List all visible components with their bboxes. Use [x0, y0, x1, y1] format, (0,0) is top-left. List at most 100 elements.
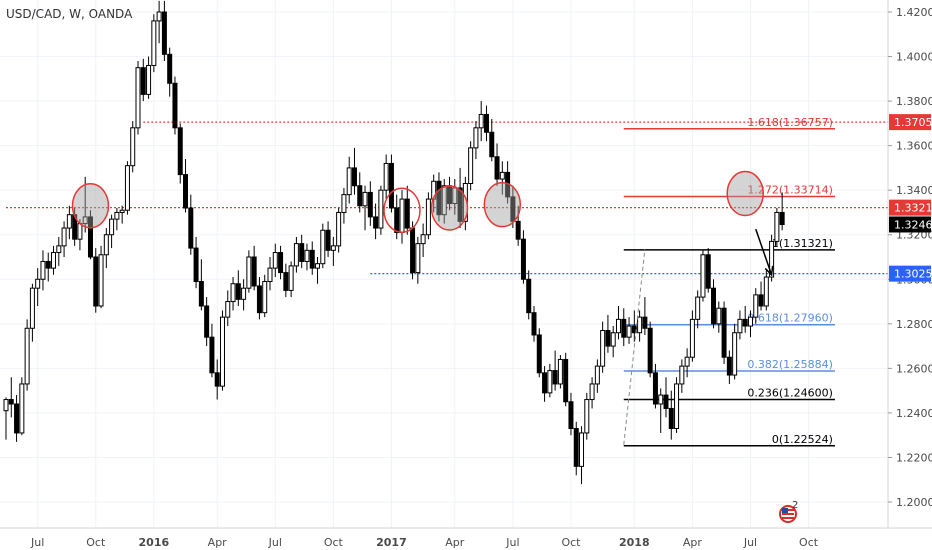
candle-body [668, 407, 674, 430]
fib-level-label: 1.272(1.33714) [747, 184, 833, 197]
time-axis[interactable]: Jul Oct 2016 Apr Jul Oct 2017 Apr Jul Oct 2018 Apr J… [30, 536, 819, 549]
candle-body [109, 218, 115, 236]
candle-body [114, 211, 120, 220]
highlight-ellipse[interactable] [383, 187, 421, 233]
candle-body [663, 394, 669, 409]
candle-body [732, 332, 738, 376]
candle-body [547, 370, 553, 394]
candle-body [726, 356, 732, 376]
candle-body [763, 276, 769, 307]
candle-body [536, 334, 542, 374]
candle-body [177, 127, 183, 176]
candle-body [637, 316, 643, 334]
highlight-ellipses[interactable] [71, 170, 764, 233]
symbol-title: USD/CAD, W, OANDA [6, 7, 133, 21]
candle-body [278, 252, 284, 274]
candle-body [394, 207, 400, 233]
candle-body [172, 82, 178, 129]
candle-body [146, 64, 152, 95]
candle-body [674, 383, 680, 430]
candle-body [14, 403, 20, 434]
candle-body [642, 316, 648, 329]
fib-level-label: 0.618(1.27960) [747, 312, 833, 325]
highlight-ellipse[interactable] [483, 181, 522, 228]
candle-body [119, 209, 125, 213]
candle-body [711, 287, 717, 325]
price-tick-label: 1.22000 [896, 451, 932, 464]
arrow-head[interactable] [764, 265, 774, 277]
price-badge [889, 216, 931, 233]
candle-body [769, 240, 775, 278]
candle-body [626, 325, 632, 338]
candle-body [93, 256, 99, 307]
horizontal-lines [6, 121, 888, 275]
candle-body [77, 223, 83, 240]
highlight-ellipse[interactable] [726, 170, 764, 217]
candle-body [373, 216, 379, 229]
candle-body [420, 234, 426, 245]
time-tick-label: 2016 [139, 536, 170, 549]
candle-body [425, 198, 431, 236]
candle-body [35, 278, 41, 289]
fib-level-label: 1(1.31321) [772, 237, 833, 250]
candle-body [774, 211, 780, 242]
candle-body [679, 365, 685, 385]
candle-body [56, 245, 62, 254]
annotations[interactable] [623, 228, 774, 445]
fib-trend-line[interactable] [623, 249, 646, 445]
time-tick-label: Jul [30, 536, 44, 549]
candle-body [457, 187, 463, 222]
us-flag-icon[interactable]: 2 [779, 500, 798, 523]
price-tick-label: 1.26000 [896, 362, 932, 375]
candle-body [130, 127, 136, 167]
candle-body [161, 11, 167, 55]
candle-body [452, 187, 458, 205]
time-tick-label: Oct [799, 536, 819, 549]
candle-body [742, 318, 748, 327]
candle-body [3, 399, 9, 412]
candle-body [124, 165, 130, 211]
highlight-ellipse[interactable] [71, 183, 110, 229]
candle-body [193, 247, 199, 283]
candle-body [689, 318, 695, 358]
candle-body [542, 372, 548, 394]
price-tick-label: 1.36000 [896, 140, 932, 153]
candle-body [615, 318, 621, 334]
fib-level-label: 0(1.22524) [772, 433, 833, 446]
candle-body [87, 216, 93, 258]
candle-body [399, 198, 405, 234]
fibonacci-levels[interactable]: 1.618(1.36757) 1.272(1.33714) 1(1.31321) 0.… [623, 116, 835, 447]
candle-body [51, 252, 57, 269]
candle-body [610, 332, 616, 347]
candle-body [346, 167, 352, 196]
candle-body [684, 356, 690, 367]
candle-body [288, 265, 294, 291]
candle-body [293, 243, 299, 267]
candle-body [515, 220, 521, 240]
candle-body [700, 254, 706, 298]
candle-body [573, 428, 579, 467]
candle-body [557, 358, 563, 385]
candle-body [204, 305, 210, 338]
candle-body [716, 307, 722, 325]
candle-body [404, 198, 410, 229]
candle-body [526, 278, 532, 314]
highlight-ellipse[interactable] [430, 185, 469, 231]
time-tick-label: Oct [86, 536, 106, 549]
candle-body [188, 207, 194, 249]
candle-body [151, 20, 157, 66]
arrow-shaft[interactable] [755, 228, 773, 276]
time-tick-label: 2018 [619, 536, 650, 549]
candle-body [24, 327, 30, 385]
candle-body [262, 281, 268, 314]
time-tick-label: Apr [208, 536, 228, 549]
time-tick-label: 2017 [376, 536, 407, 549]
candle-body [330, 245, 336, 251]
candle-body [441, 185, 447, 216]
candle-body [267, 267, 273, 282]
time-tick-label: Apr [445, 536, 465, 549]
candle-body [341, 194, 347, 213]
candle-body [367, 191, 373, 218]
